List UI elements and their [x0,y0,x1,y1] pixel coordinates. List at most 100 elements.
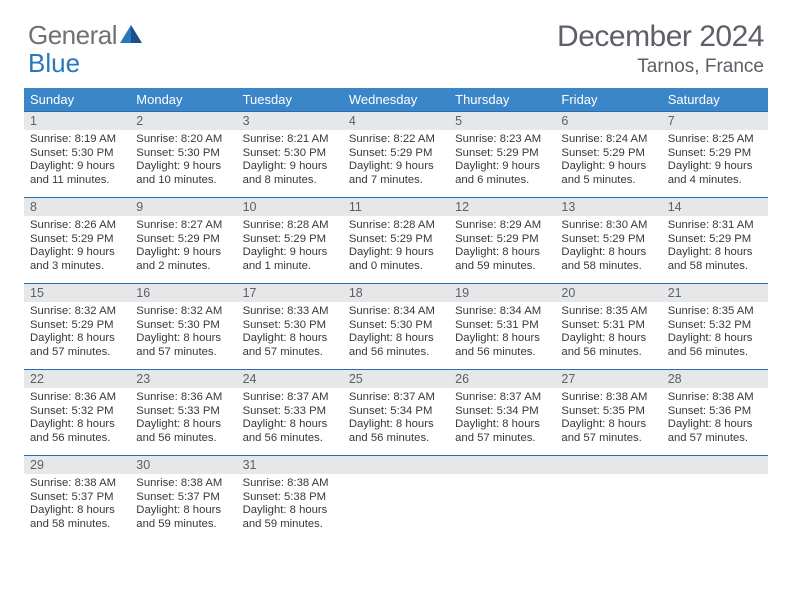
logo-text-2: Blue [28,48,80,79]
day-number: 10 [237,198,343,216]
day-body: Sunrise: 8:38 AMSunset: 5:38 PMDaylight:… [237,474,343,535]
day-cell: 22Sunrise: 8:36 AMSunset: 5:32 PMDayligh… [24,370,130,456]
day-body: Sunrise: 8:37 AMSunset: 5:34 PMDaylight:… [343,388,449,449]
empty-day [662,456,768,474]
day-body: Sunrise: 8:36 AMSunset: 5:32 PMDaylight:… [24,388,130,449]
week-row: 22Sunrise: 8:36 AMSunset: 5:32 PMDayligh… [24,370,768,456]
day-cell: 16Sunrise: 8:32 AMSunset: 5:30 PMDayligh… [130,284,236,370]
day-body: Sunrise: 8:38 AMSunset: 5:37 PMDaylight:… [130,474,236,535]
day-cell: 28Sunrise: 8:38 AMSunset: 5:36 PMDayligh… [662,370,768,456]
day-body: Sunrise: 8:32 AMSunset: 5:30 PMDaylight:… [130,302,236,363]
day-number: 28 [662,370,768,388]
day-header-saturday: Saturday [662,88,768,112]
day-cell: 6Sunrise: 8:24 AMSunset: 5:29 PMDaylight… [555,112,661,198]
day-body: Sunrise: 8:35 AMSunset: 5:31 PMDaylight:… [555,302,661,363]
day-cell: 11Sunrise: 8:28 AMSunset: 5:29 PMDayligh… [343,198,449,284]
day-number: 16 [130,284,236,302]
day-number: 14 [662,198,768,216]
day-cell: 8Sunrise: 8:26 AMSunset: 5:29 PMDaylight… [24,198,130,284]
day-number: 5 [449,112,555,130]
day-number: 7 [662,112,768,130]
day-header-wednesday: Wednesday [343,88,449,112]
logo-triangle-icon [120,25,142,43]
day-body: Sunrise: 8:28 AMSunset: 5:29 PMDaylight:… [237,216,343,277]
day-cell: 14Sunrise: 8:31 AMSunset: 5:29 PMDayligh… [662,198,768,284]
day-number: 19 [449,284,555,302]
day-number: 27 [555,370,661,388]
day-body: Sunrise: 8:37 AMSunset: 5:33 PMDaylight:… [237,388,343,449]
day-number: 17 [237,284,343,302]
day-number: 3 [237,112,343,130]
day-number: 25 [343,370,449,388]
day-cell: 24Sunrise: 8:37 AMSunset: 5:33 PMDayligh… [237,370,343,456]
week-row: 8Sunrise: 8:26 AMSunset: 5:29 PMDaylight… [24,198,768,284]
day-number: 1 [24,112,130,130]
day-number: 29 [24,456,130,474]
day-body: Sunrise: 8:26 AMSunset: 5:29 PMDaylight:… [24,216,130,277]
day-cell [662,456,768,542]
day-cell: 26Sunrise: 8:37 AMSunset: 5:34 PMDayligh… [449,370,555,456]
day-body: Sunrise: 8:31 AMSunset: 5:29 PMDaylight:… [662,216,768,277]
day-body: Sunrise: 8:24 AMSunset: 5:29 PMDaylight:… [555,130,661,191]
day-body: Sunrise: 8:22 AMSunset: 5:29 PMDaylight:… [343,130,449,191]
day-body: Sunrise: 8:28 AMSunset: 5:29 PMDaylight:… [343,216,449,277]
day-header-monday: Monday [130,88,236,112]
day-cell: 5Sunrise: 8:23 AMSunset: 5:29 PMDaylight… [449,112,555,198]
day-number: 13 [555,198,661,216]
day-header-sunday: Sunday [24,88,130,112]
day-cell: 2Sunrise: 8:20 AMSunset: 5:30 PMDaylight… [130,112,236,198]
day-cell: 15Sunrise: 8:32 AMSunset: 5:29 PMDayligh… [24,284,130,370]
day-body: Sunrise: 8:33 AMSunset: 5:30 PMDaylight:… [237,302,343,363]
logo-text-1: General [28,20,117,51]
day-number: 11 [343,198,449,216]
day-number: 12 [449,198,555,216]
day-body: Sunrise: 8:29 AMSunset: 5:29 PMDaylight:… [449,216,555,277]
day-number: 20 [555,284,661,302]
day-header-row: SundayMondayTuesdayWednesdayThursdayFrid… [24,88,768,112]
day-cell [449,456,555,542]
day-header-thursday: Thursday [449,88,555,112]
day-body: Sunrise: 8:37 AMSunset: 5:34 PMDaylight:… [449,388,555,449]
calendar-table: SundayMondayTuesdayWednesdayThursdayFrid… [24,88,768,542]
day-cell: 23Sunrise: 8:36 AMSunset: 5:33 PMDayligh… [130,370,236,456]
day-body: Sunrise: 8:36 AMSunset: 5:33 PMDaylight:… [130,388,236,449]
day-number: 4 [343,112,449,130]
page-header: General December 2024 Tarnos, France [0,0,792,86]
day-number: 9 [130,198,236,216]
day-header-friday: Friday [555,88,661,112]
day-body: Sunrise: 8:20 AMSunset: 5:30 PMDaylight:… [130,130,236,191]
empty-day [449,456,555,474]
day-body: Sunrise: 8:32 AMSunset: 5:29 PMDaylight:… [24,302,130,363]
day-cell: 1Sunrise: 8:19 AMSunset: 5:30 PMDaylight… [24,112,130,198]
day-cell: 13Sunrise: 8:30 AMSunset: 5:29 PMDayligh… [555,198,661,284]
day-cell: 25Sunrise: 8:37 AMSunset: 5:34 PMDayligh… [343,370,449,456]
day-cell: 21Sunrise: 8:35 AMSunset: 5:32 PMDayligh… [662,284,768,370]
day-body: Sunrise: 8:38 AMSunset: 5:37 PMDaylight:… [24,474,130,535]
day-cell: 20Sunrise: 8:35 AMSunset: 5:31 PMDayligh… [555,284,661,370]
day-cell: 17Sunrise: 8:33 AMSunset: 5:30 PMDayligh… [237,284,343,370]
week-row: 15Sunrise: 8:32 AMSunset: 5:29 PMDayligh… [24,284,768,370]
day-number: 8 [24,198,130,216]
day-body: Sunrise: 8:34 AMSunset: 5:30 PMDaylight:… [343,302,449,363]
day-cell: 12Sunrise: 8:29 AMSunset: 5:29 PMDayligh… [449,198,555,284]
empty-day [343,456,449,474]
day-cell: 19Sunrise: 8:34 AMSunset: 5:31 PMDayligh… [449,284,555,370]
day-cell: 9Sunrise: 8:27 AMSunset: 5:29 PMDaylight… [130,198,236,284]
day-body: Sunrise: 8:30 AMSunset: 5:29 PMDaylight:… [555,216,661,277]
logo: General [28,20,142,51]
day-body: Sunrise: 8:35 AMSunset: 5:32 PMDaylight:… [662,302,768,363]
day-number: 21 [662,284,768,302]
day-number: 22 [24,370,130,388]
day-cell [343,456,449,542]
day-number: 18 [343,284,449,302]
day-cell: 3Sunrise: 8:21 AMSunset: 5:30 PMDaylight… [237,112,343,198]
day-body: Sunrise: 8:34 AMSunset: 5:31 PMDaylight:… [449,302,555,363]
week-row: 29Sunrise: 8:38 AMSunset: 5:37 PMDayligh… [24,456,768,542]
day-body: Sunrise: 8:25 AMSunset: 5:29 PMDaylight:… [662,130,768,191]
day-body: Sunrise: 8:21 AMSunset: 5:30 PMDaylight:… [237,130,343,191]
empty-day [555,456,661,474]
day-number: 26 [449,370,555,388]
day-cell: 30Sunrise: 8:38 AMSunset: 5:37 PMDayligh… [130,456,236,542]
day-cell: 27Sunrise: 8:38 AMSunset: 5:35 PMDayligh… [555,370,661,456]
day-number: 6 [555,112,661,130]
